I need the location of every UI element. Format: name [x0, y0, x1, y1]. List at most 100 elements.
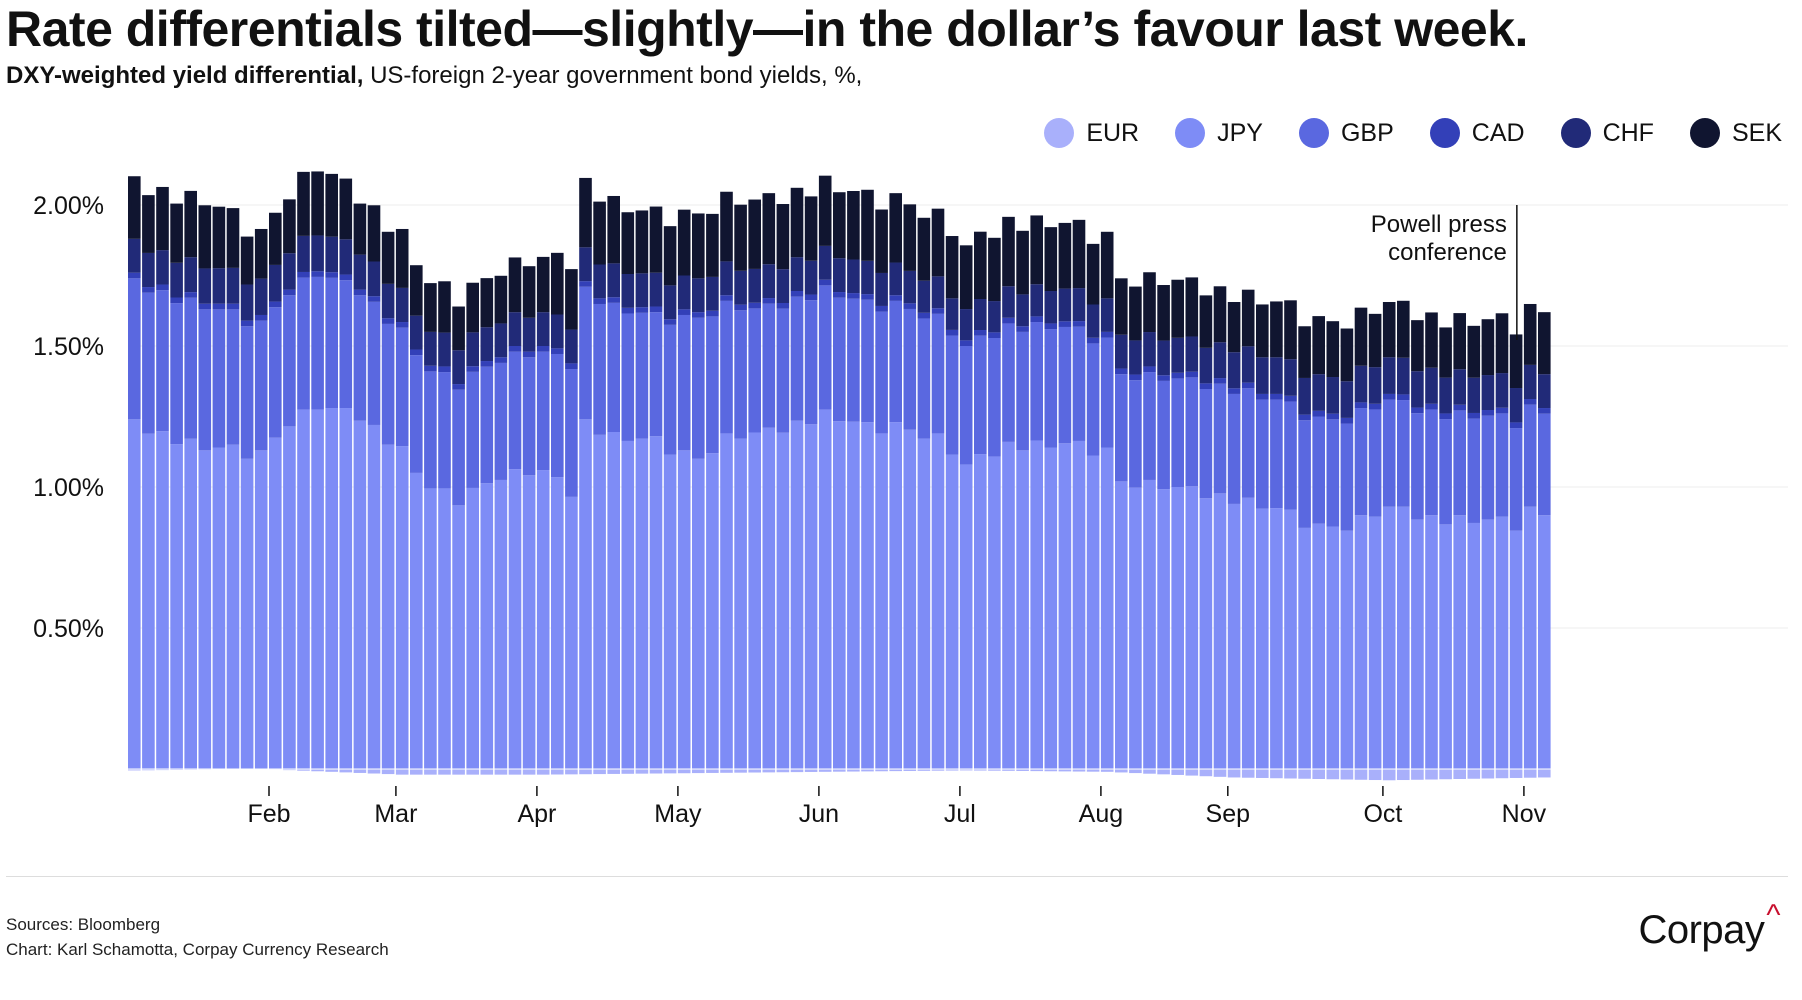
bar-segment-jpy — [1129, 487, 1142, 769]
bar-segment-jpy — [1157, 489, 1170, 769]
bar-segment-gbp — [565, 369, 578, 497]
bar-segment-chf — [1241, 346, 1255, 383]
bar-segment-eur — [677, 769, 691, 774]
bar-segment-gbp — [494, 362, 508, 480]
bar-segment-eur — [1072, 769, 1086, 772]
bar-segment-jpy — [395, 446, 409, 769]
bar-segment-eur — [381, 769, 395, 775]
bar-segment-jpy — [367, 424, 381, 769]
bar-segment-jpy — [1100, 447, 1114, 769]
bar-segment-cad — [959, 340, 973, 346]
bar-segment-jpy — [1270, 508, 1283, 769]
annotation-text: conference — [1388, 239, 1507, 266]
bar-segment-cad — [988, 332, 1001, 339]
legend-item-eur: EUR — [1044, 118, 1139, 148]
bar-segment-eur — [1143, 769, 1156, 774]
bar-segment-chf — [381, 283, 395, 319]
bar-segment-chf — [945, 298, 959, 330]
bar-segment-eur — [663, 769, 677, 774]
bar-segment-cad — [1100, 331, 1114, 338]
bar-segment-jpy — [847, 421, 860, 769]
bar-segment-gbp — [1495, 413, 1509, 517]
bar-segment-eur — [593, 769, 606, 775]
bar-segment-cad — [508, 346, 522, 352]
bar-segment-gbp — [861, 299, 874, 423]
logo-text: Corpay — [1638, 908, 1765, 952]
bar-segment-chf — [903, 270, 917, 304]
bar-segment-sek — [663, 226, 677, 286]
bar-segment-sek — [212, 206, 226, 269]
annotation-text: Powell press — [1371, 211, 1507, 238]
bar-segment-chf — [1270, 357, 1283, 394]
bar-segment-gbp — [1298, 420, 1311, 528]
bar-segment-cad — [1129, 374, 1142, 381]
bar-segment-jpy — [1298, 527, 1311, 769]
bar-segment-chf — [325, 236, 338, 273]
bar-segment-sek — [762, 193, 776, 265]
x-tick-label: May — [654, 800, 702, 828]
bar-segment-chf — [1185, 336, 1199, 372]
bar-segment-jpy — [1213, 493, 1227, 769]
bar-segment-gbp — [1030, 322, 1043, 441]
bar-segment-chf — [847, 259, 860, 294]
bar-segment-jpy — [776, 432, 790, 769]
bar-segment-cad — [804, 294, 818, 301]
bar-segment-cad — [311, 271, 324, 277]
bar-segment-chf — [212, 268, 226, 304]
x-tick-label: Aug — [1079, 800, 1123, 828]
bar-segment-cad — [917, 312, 931, 319]
bar-segment-sek — [1171, 279, 1184, 338]
bar-segment-gbp — [128, 278, 141, 420]
bar-segment-eur — [847, 769, 860, 772]
bar-segment-sek — [1058, 222, 1072, 289]
bar-segment-eur — [1086, 769, 1100, 772]
bar-segment-eur — [1284, 769, 1297, 779]
bar-segment-sek — [452, 306, 465, 351]
bar-segment-eur — [1030, 769, 1043, 772]
bar-segment-chf — [311, 235, 324, 272]
bar-segment-jpy — [1171, 487, 1184, 769]
bar-segment-gbp — [1016, 331, 1029, 451]
bar-segment-eur — [1270, 769, 1283, 779]
bar-segment-chf — [1002, 286, 1015, 318]
bar-segment-eur — [353, 769, 367, 773]
bar-segment-sek — [692, 213, 705, 279]
bar-segment-eur — [776, 769, 790, 773]
bar-segment-chf — [593, 264, 606, 299]
bar-segment-jpy — [649, 436, 663, 769]
bar-segment-gbp — [649, 312, 663, 437]
bar-segment-gbp — [931, 313, 945, 434]
bar-segment-jpy — [945, 454, 959, 769]
bar-segment-gbp — [847, 298, 860, 422]
bar-segment-cad — [466, 366, 479, 372]
bar-segment-sek — [748, 199, 761, 269]
bar-segment-gbp — [1044, 329, 1058, 448]
bar-segment-sek — [847, 190, 860, 260]
legend-label-gbp: GBP — [1340, 118, 1394, 147]
bar-segment-jpy — [1030, 440, 1043, 769]
bar-segment-chf — [410, 315, 423, 350]
y-tick-label: 0.50% — [33, 615, 104, 643]
bar-segment-sek — [1453, 313, 1466, 370]
bar-segment-sek — [494, 275, 508, 324]
bar-segment-cad — [579, 281, 592, 287]
bar-segment-jpy — [762, 427, 776, 769]
bar-segment-gbp — [1354, 408, 1368, 516]
bar-segment-sek — [395, 228, 409, 288]
bar-segment-gbp — [1284, 401, 1297, 510]
bar-segment-gbp — [240, 326, 254, 459]
bar-segment-gbp — [1213, 383, 1227, 494]
bar-segment-chf — [1481, 375, 1495, 411]
bar-segment-jpy — [889, 422, 902, 769]
bar-segment-eur — [551, 769, 564, 775]
bar-segment-gbp — [1397, 400, 1410, 507]
bar-segment-sek — [536, 256, 550, 313]
bar-segment-eur — [395, 769, 409, 775]
bar-segment-chf — [804, 260, 818, 295]
bar-segment-chf — [818, 245, 832, 280]
bar-segment-cad — [536, 346, 550, 352]
bar-segment-chf — [1326, 377, 1340, 414]
bar-segment-gbp — [734, 310, 747, 439]
bar-segment-chf — [762, 264, 776, 299]
credit-text: Chart: Karl Schamotta, Corpay Currency R… — [6, 940, 389, 959]
